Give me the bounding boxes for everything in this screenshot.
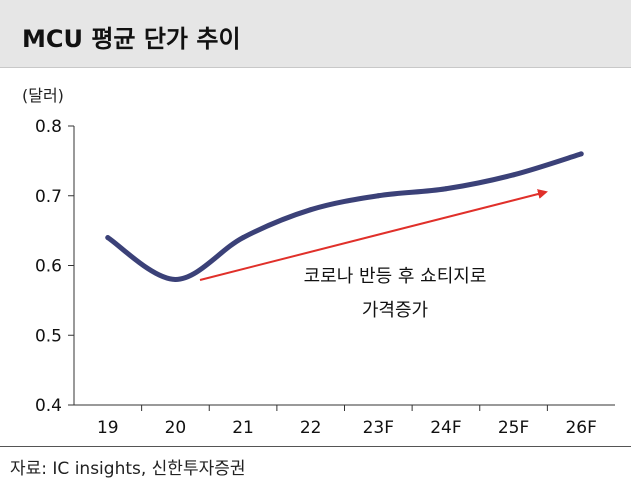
- x-tick-label: 21: [232, 418, 254, 438]
- chart-title: MCU 평균 단가 추이: [22, 25, 241, 53]
- trend-arrow: [199, 189, 548, 281]
- x-tick-label: 26F: [565, 418, 596, 438]
- y-unit-label: (달러): [22, 86, 64, 105]
- x-tick-label: 24F: [430, 418, 461, 438]
- x-tick-label: 20: [165, 418, 187, 438]
- series-line: [105, 151, 584, 282]
- y-tick-label: 0.7: [35, 187, 62, 207]
- data-point: [511, 172, 517, 178]
- title-bar: MCU 평균 단가 추이: [0, 0, 631, 68]
- y-tick-label: 0.4: [35, 396, 62, 416]
- x-tick-label: 23F: [363, 418, 394, 438]
- y-tick-label: 0.5: [35, 326, 62, 346]
- data-point: [578, 151, 584, 157]
- source-note: 자료: IC insights, 신한투자증권: [10, 459, 246, 479]
- x-tick-label: 22: [300, 418, 322, 438]
- source-divider: [0, 446, 631, 447]
- data-point: [105, 235, 111, 241]
- x-tick-label: 25F: [498, 418, 529, 438]
- y-tick-label: 0.8: [35, 117, 62, 137]
- data-point: [172, 276, 178, 282]
- data-point: [375, 193, 381, 199]
- data-point: [443, 186, 449, 192]
- data-point: [240, 235, 246, 241]
- annotation-line-1: 코로나 반등 후 쇼티지로: [304, 266, 487, 287]
- annotation-line-2: 가격증가: [362, 300, 428, 321]
- y-tick-label: 0.6: [35, 257, 62, 277]
- x-tick-label: 19: [97, 418, 119, 438]
- data-point: [308, 207, 314, 213]
